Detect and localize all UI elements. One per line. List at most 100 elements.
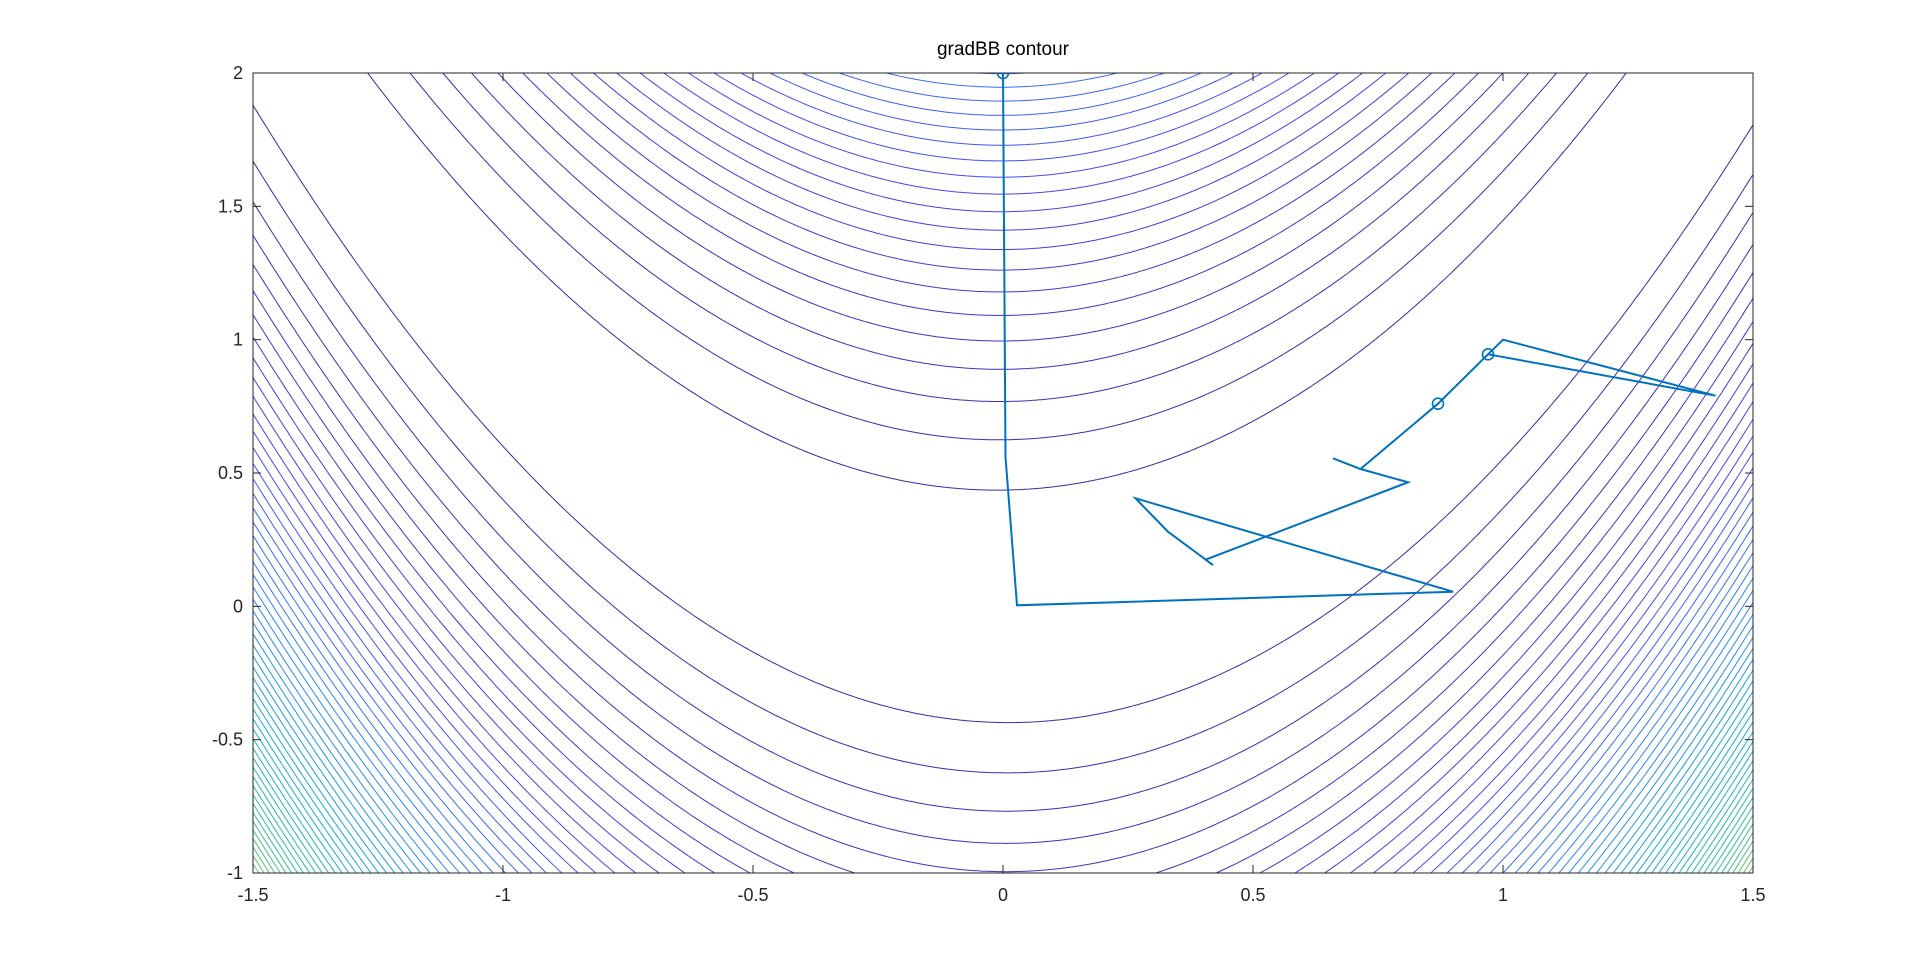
contour-line [615, 73, 1387, 231]
optimization-path [996, 73, 1716, 607]
contour-line [253, 757, 1753, 873]
contour-line [253, 586, 1753, 873]
contour-line [253, 747, 1753, 873]
contour-line [253, 235, 1753, 844]
contour-line [253, 666, 1753, 873]
y-tick-label: 0.5 [218, 463, 243, 483]
contour-line [253, 463, 1753, 873]
y-tick-label: 0 [233, 596, 243, 616]
path-marker [1431, 397, 1445, 410]
contour-line [253, 943, 1753, 952]
contour-line [253, 447, 1753, 873]
contour-line [253, 846, 1753, 873]
contour-line [253, 871, 255, 873]
contour-line [592, 73, 1410, 251]
contour-line [367, 73, 1627, 491]
contour-line [253, 507, 1753, 873]
contour-line [253, 920, 1753, 953]
contour-line [253, 548, 1753, 873]
contour-line [253, 561, 1753, 873]
contour-line [739, 73, 1264, 146]
contour-line [253, 413, 1753, 873]
chart-title: gradBB contour [937, 39, 1070, 60]
contour-line [253, 314, 1753, 873]
contour-line [253, 574, 1753, 873]
contour-line [253, 521, 1753, 873]
x-tick-label: 0 [998, 885, 1008, 905]
path-marker [1481, 348, 1495, 361]
contour-line [253, 290, 1753, 873]
contour-line [253, 336, 1753, 873]
x-tick-label: 1 [1498, 885, 1508, 905]
contour-line [800, 73, 1203, 116]
contour-line [253, 357, 1753, 873]
contour-line [253, 820, 1753, 873]
contour-line [253, 677, 1753, 873]
contour-line [546, 73, 1456, 293]
contour-line [253, 478, 1753, 873]
contour-line [639, 73, 1364, 213]
contour-line [253, 728, 1753, 873]
contour-line [253, 644, 1753, 873]
contour-line [687, 73, 1316, 178]
y-tick-label: -1 [227, 863, 243, 883]
contour-line [253, 912, 1753, 953]
contour-line [253, 698, 1753, 873]
path-line [1002, 73, 1716, 607]
contour-line [253, 264, 1753, 873]
contour-line [663, 73, 1340, 195]
contour-line [253, 794, 1753, 873]
contour-line [409, 73, 1589, 441]
contour-line [253, 812, 1753, 873]
contour-line [253, 201, 1753, 812]
y-tick-label: 2 [233, 63, 243, 83]
contour-line [470, 73, 1530, 370]
contour-line [253, 395, 1753, 873]
contour-line [253, 863, 1753, 873]
x-tick-label: 0.5 [1240, 885, 1265, 905]
contour-line [253, 738, 1753, 873]
contour-line [253, 655, 1753, 873]
contour-line [968, 73, 1036, 75]
path-marker [996, 73, 1010, 80]
contour-line [253, 838, 1753, 873]
contour-line [874, 0, 1129, 11]
contour-line [768, 73, 1235, 131]
y-tick-label: -0.5 [212, 730, 243, 750]
contour-line [884, 73, 1120, 88]
contour-line [836, 0, 1168, 23]
x-tick-label: -1.5 [237, 885, 268, 905]
axis-ticks: -1.5 -1 -0.5 0 0.5 1 1.5-1-0.500.511.52 [212, 63, 1766, 905]
contour-line [253, 766, 1753, 873]
contour-line [253, 493, 1753, 873]
contour-line [713, 73, 1290, 162]
contour-line [253, 622, 1753, 873]
contour-line [253, 904, 1753, 951]
contour-line [253, 610, 1753, 873]
contour-line [253, 803, 1753, 873]
contour-line [253, 829, 1753, 873]
contour-line [442, 73, 1558, 402]
x-tick-label: -1 [495, 885, 511, 905]
contour-line [253, 430, 1753, 873]
y-tick-label: 1 [233, 330, 243, 350]
contour-line [253, 855, 1753, 873]
contour-line [569, 73, 1433, 271]
contour-line [253, 776, 1753, 873]
x-tick-label: -0.5 [737, 885, 768, 905]
contour-line [253, 104, 1753, 724]
contour-line [253, 718, 1753, 873]
y-tick-label: 1.5 [218, 196, 243, 216]
contour-line [253, 928, 1753, 952]
contour-line [253, 535, 1753, 873]
contour-line [253, 161, 1753, 774]
contour-line [522, 73, 1480, 316]
x-tick-label: 1.5 [1740, 885, 1765, 905]
contour-line [253, 708, 1753, 873]
contour-line [497, 73, 1504, 342]
contour-line [253, 598, 1753, 873]
contour-lines [253, 0, 1753, 953]
contour-line [253, 377, 1753, 873]
contour-line [837, 73, 1166, 102]
